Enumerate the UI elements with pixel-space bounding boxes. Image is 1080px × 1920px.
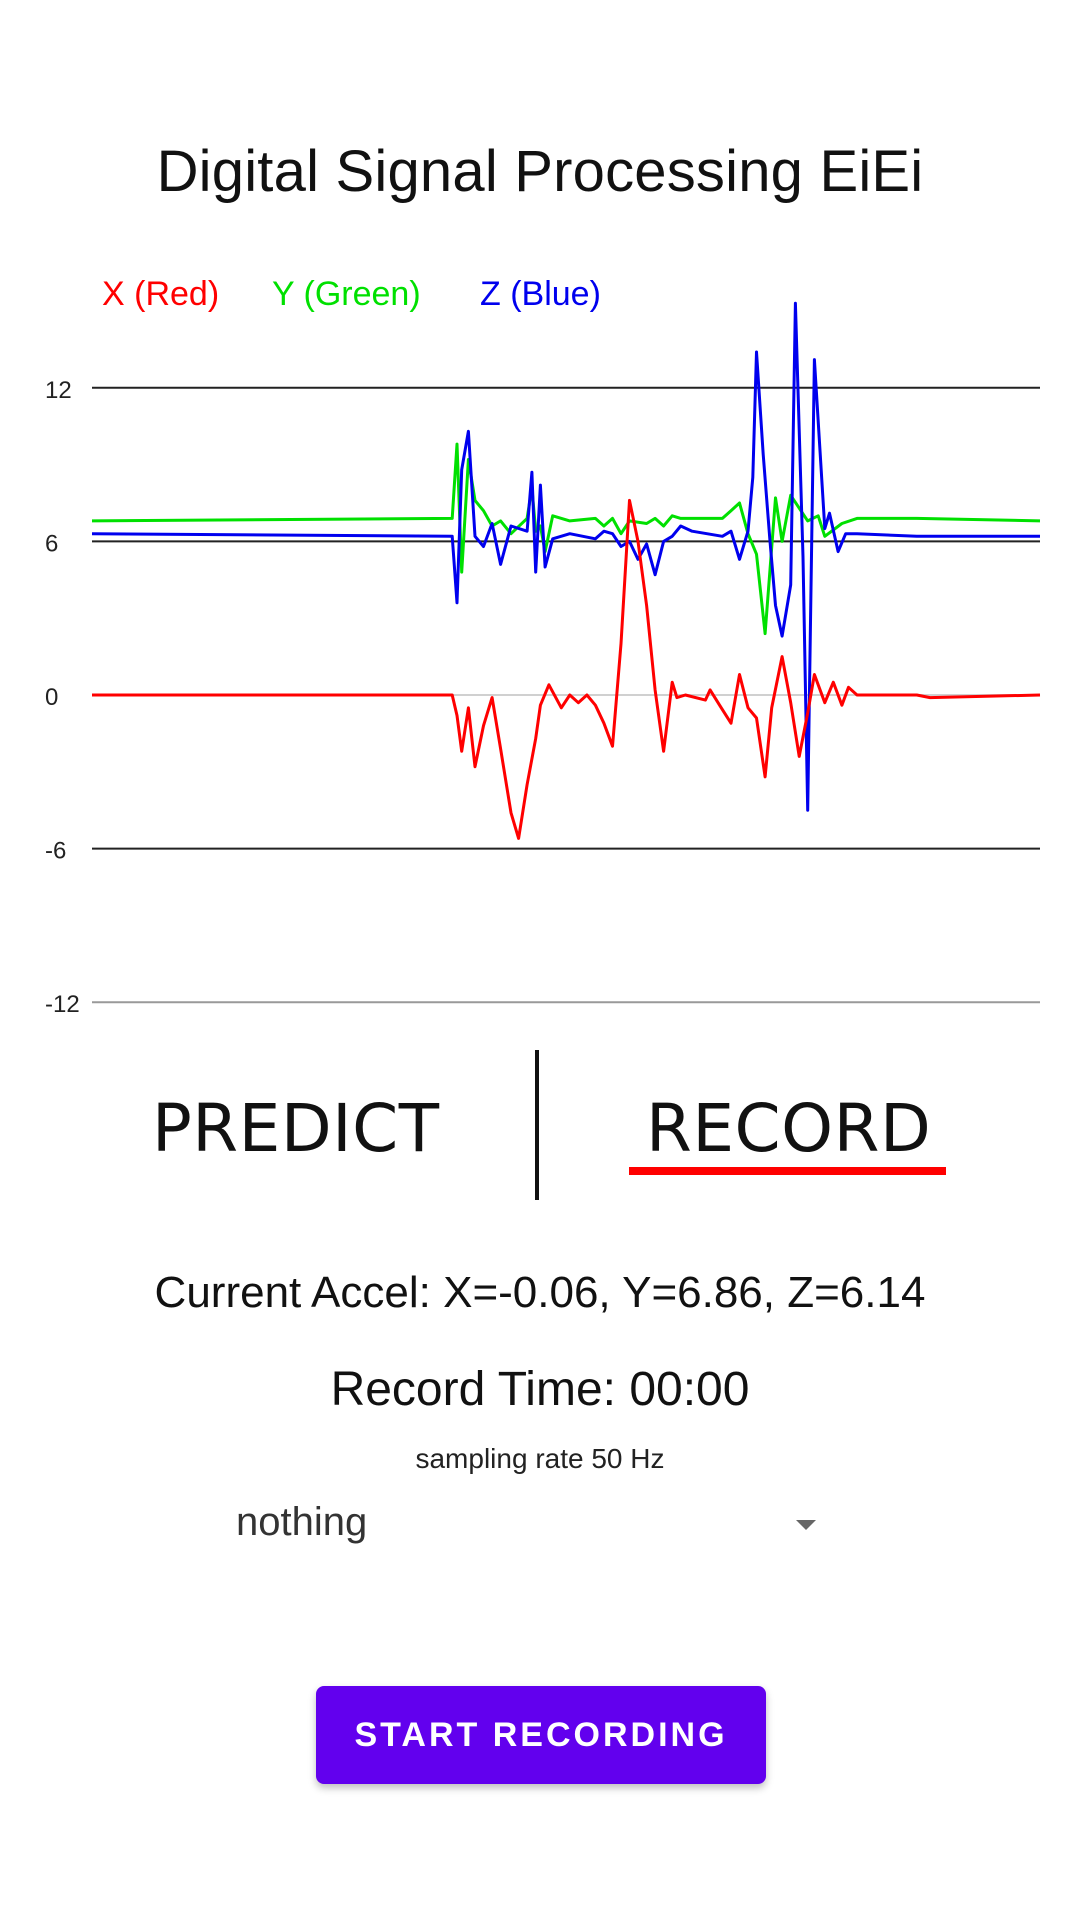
series-line: [92, 498, 1041, 840]
mode-tabs: PREDICT RECORD: [0, 1040, 1080, 1200]
label-select-value: nothing: [236, 1500, 368, 1544]
series-line: [91, 442, 1041, 636]
accelerometer-chart: 12 6 0 -6 -12 X (Red) Y (Green) Z (Blue): [45, 275, 1041, 1018]
chart-lines: [91, 301, 1041, 840]
tab-record[interactable]: RECORD: [646, 1090, 932, 1167]
y-tick-label: -12: [45, 991, 80, 1018]
tab-divider: [535, 1050, 539, 1200]
y-tick-label: 12: [45, 377, 72, 404]
y-tick-label: 6: [45, 530, 58, 557]
y-axis: 12 6 0 -6 -12: [45, 377, 80, 1018]
current-accel-readout: Current Accel: X=-0.06, Y=6.86, Z=6.14: [154, 1268, 926, 1317]
dropdown-arrow-icon: [796, 1520, 816, 1530]
record-time-readout: Record Time: 00:00: [330, 1363, 750, 1416]
y-tick-label: 0: [45, 684, 58, 711]
series-line: [91, 301, 1040, 812]
chart-legend: X (Red) Y (Green) Z (Blue): [102, 275, 601, 313]
sampling-rate-label: sampling rate 50 Hz: [415, 1443, 665, 1474]
legend-entry: Y (Green): [272, 275, 421, 313]
label-select[interactable]: nothing: [232, 1490, 822, 1560]
tab-predict[interactable]: PREDICT: [152, 1090, 440, 1167]
legend-entry: X (Red): [102, 275, 219, 313]
active-tab-indicator: [629, 1167, 946, 1175]
start-recording-button[interactable]: START RECORDING: [316, 1686, 766, 1784]
legend-entry: Z (Blue): [480, 275, 601, 313]
y-tick-label: -6: [45, 838, 66, 865]
app-title: Digital Signal Processing EiEi: [156, 139, 924, 204]
